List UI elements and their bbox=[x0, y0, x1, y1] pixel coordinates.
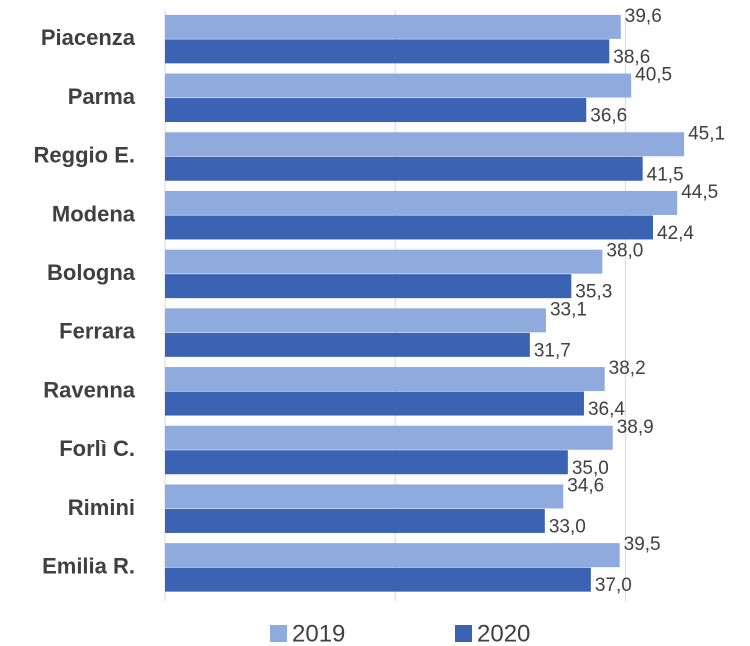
bar bbox=[165, 215, 654, 240]
bar bbox=[165, 450, 568, 475]
bar bbox=[165, 308, 546, 333]
value-label: 36,4 bbox=[588, 399, 625, 420]
legend-label: 2020 bbox=[477, 620, 530, 646]
value-label: 37,0 bbox=[595, 575, 632, 596]
category-label: Reggio E. bbox=[34, 143, 135, 168]
legend-swatch bbox=[270, 625, 287, 642]
value-label: 38,6 bbox=[613, 47, 650, 68]
bar bbox=[165, 190, 678, 215]
category-label: Modena bbox=[52, 201, 136, 226]
value-label: 35,0 bbox=[572, 458, 609, 479]
value-label: 36,6 bbox=[590, 106, 627, 127]
value-label: 33,0 bbox=[549, 516, 586, 537]
bar bbox=[165, 367, 605, 392]
category-label: Parma bbox=[68, 84, 136, 109]
category-label: Piacenza bbox=[41, 25, 136, 50]
category-label: Emilia R. bbox=[42, 553, 135, 578]
value-label: 35,3 bbox=[575, 282, 612, 303]
bar bbox=[165, 156, 643, 181]
value-label: 41,5 bbox=[647, 164, 684, 185]
bar bbox=[165, 39, 610, 64]
value-label: 45,1 bbox=[688, 123, 725, 144]
bar bbox=[165, 98, 587, 123]
bar bbox=[165, 274, 572, 299]
bar bbox=[165, 249, 603, 274]
legend-label: 2019 bbox=[292, 620, 345, 646]
bar bbox=[165, 391, 584, 416]
bar bbox=[165, 567, 591, 592]
bar bbox=[165, 73, 632, 98]
value-label: 34,6 bbox=[567, 475, 604, 496]
value-label: 39,6 bbox=[625, 6, 662, 27]
bar bbox=[165, 508, 545, 533]
category-label: Ferrara bbox=[59, 319, 136, 344]
value-label: 42,4 bbox=[657, 223, 694, 244]
value-label: 38,9 bbox=[617, 417, 654, 438]
bar bbox=[165, 425, 613, 450]
value-label: 44,5 bbox=[681, 182, 718, 203]
bar bbox=[165, 332, 530, 357]
category-label: Forlì C. bbox=[59, 436, 135, 461]
legend-swatch bbox=[455, 625, 472, 642]
bar bbox=[165, 14, 621, 39]
value-label: 40,5 bbox=[635, 65, 672, 86]
value-label: 31,7 bbox=[534, 340, 571, 361]
category-label: Rimini bbox=[68, 495, 135, 520]
category-label: Bologna bbox=[47, 260, 136, 285]
value-label: 33,1 bbox=[550, 299, 587, 320]
value-label: 39,5 bbox=[624, 534, 661, 555]
value-label: 38,0 bbox=[606, 241, 643, 262]
bar bbox=[165, 484, 564, 509]
category-label: Ravenna bbox=[43, 377, 135, 402]
value-label: 38,2 bbox=[609, 358, 646, 379]
bar bbox=[165, 543, 620, 568]
bar bbox=[165, 132, 685, 157]
